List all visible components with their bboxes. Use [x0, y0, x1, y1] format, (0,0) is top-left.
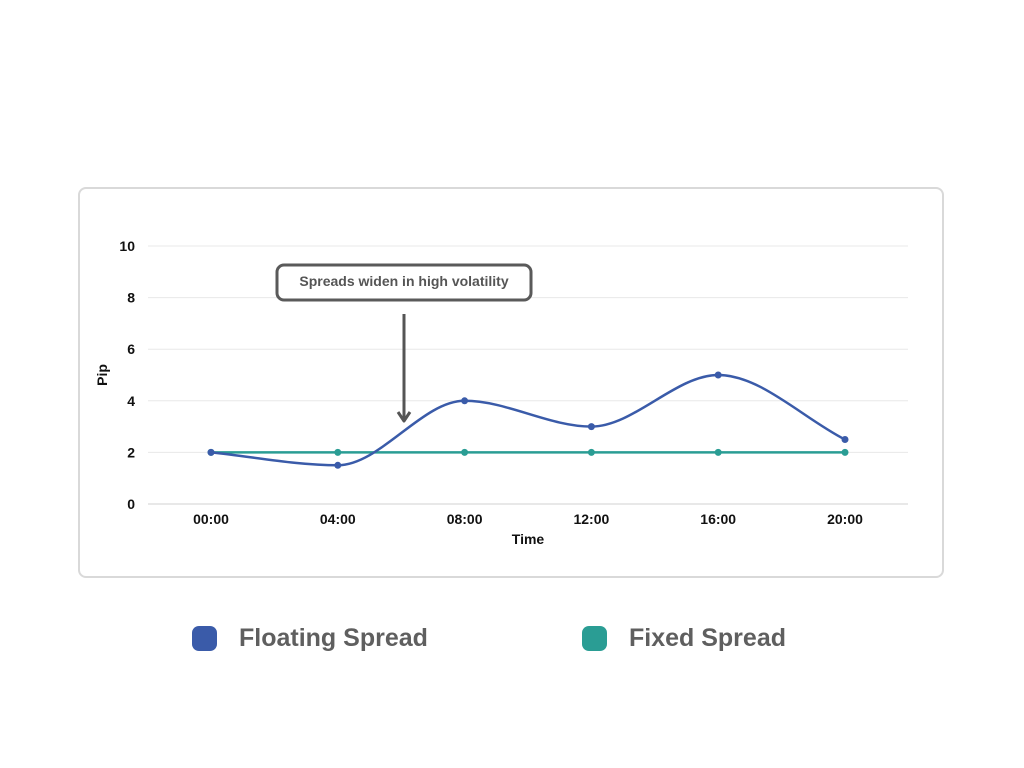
data-point-fixed-spread: [841, 448, 849, 456]
y-tick-label: 2: [127, 444, 135, 460]
y-tick-label: 8: [127, 290, 135, 306]
legend-item-fixed-spread[interactable]: Fixed Spread: [582, 620, 786, 656]
x-tick-label: 12:00: [573, 511, 609, 527]
data-point-floating-spread: [207, 448, 215, 456]
legend-item-floating-spread[interactable]: Floating Spread: [192, 620, 428, 656]
annotation-box: [275, 263, 533, 302]
data-point-fixed-spread: [714, 448, 722, 456]
y-axis-ticks: 0 2 4 6 8 10: [119, 238, 135, 512]
x-tick-label: 08:00: [447, 511, 483, 527]
y-tick-label: 6: [127, 341, 135, 357]
series-lines: [207, 371, 849, 469]
annotation-arrow-head: [396, 411, 412, 423]
x-axis-label: Time: [512, 531, 545, 547]
y-tick-label: 4: [127, 393, 135, 409]
x-axis-ticks: 00:00 04:00 08:00 12:00 16:00 20:00: [193, 511, 863, 527]
data-point-floating-spread: [587, 423, 595, 431]
data-point-floating-spread: [714, 371, 722, 379]
x-tick-label: 00:00: [193, 511, 229, 527]
y-tick-label: 10: [119, 238, 135, 254]
data-point-fixed-spread: [334, 448, 342, 456]
x-tick-label: 16:00: [700, 511, 736, 527]
legend-swatch-floating-spread: [192, 625, 217, 651]
x-tick-label: 04:00: [320, 511, 356, 527]
y-tick-label: 0: [127, 496, 135, 512]
x-tick-label: 20:00: [827, 511, 863, 527]
legend-label-fixed-spread: Fixed Spread: [629, 623, 786, 652]
data-point-fixed-spread: [587, 448, 595, 456]
series-line-floating-spread: [210, 373, 846, 467]
legend: Floating Spread Fixed Spread: [0, 620, 1024, 656]
annotation: Spreads widen in high volatility: [275, 263, 533, 423]
data-point-floating-spread: [841, 436, 849, 443]
y-axis-label: Pip: [94, 364, 110, 386]
annotation-text: Spreads widen in high volatility: [299, 273, 508, 289]
legend-swatch-fixed-spread: [582, 625, 607, 651]
legend-label-floating-spread: Floating Spread: [239, 623, 428, 652]
data-point-fixed-spread: [461, 448, 469, 456]
chart-card: [78, 187, 944, 578]
data-point-floating-spread: [334, 461, 342, 469]
data-point-floating-spread: [461, 397, 469, 405]
